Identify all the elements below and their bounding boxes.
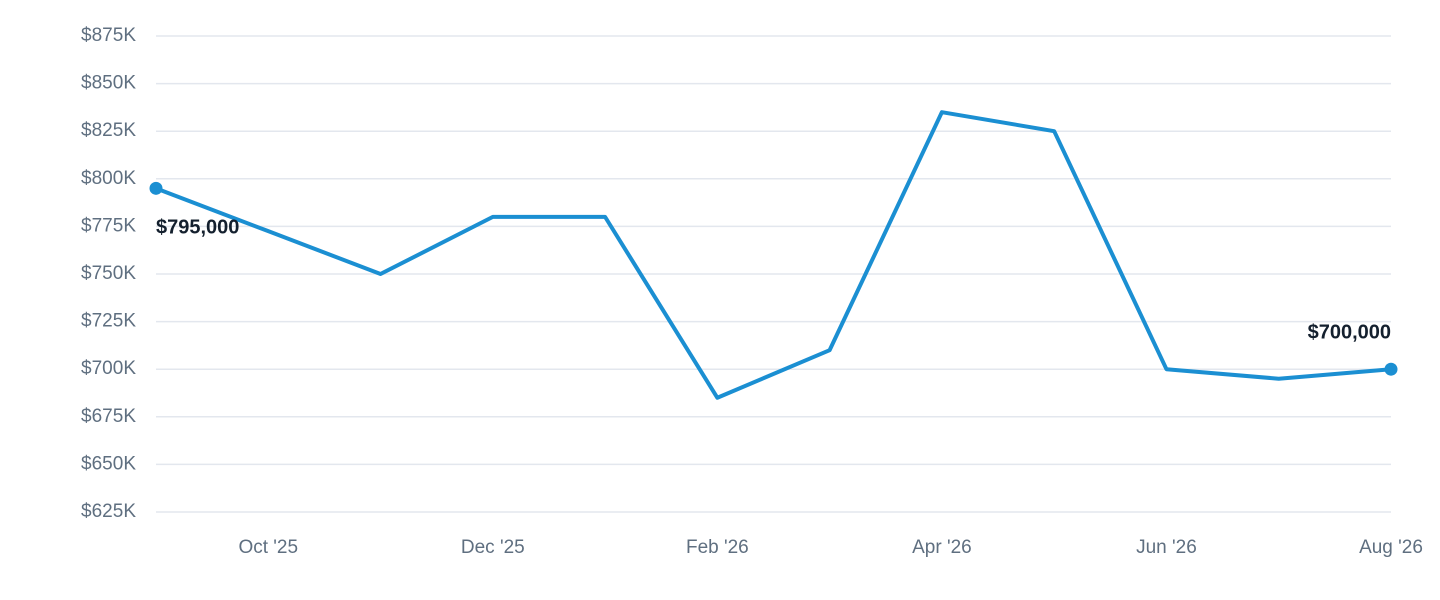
x-tick-label: Aug '26 (1359, 537, 1423, 558)
y-tick-label: $800K (81, 168, 136, 189)
x-tick-label: Jun '26 (1136, 537, 1197, 558)
value-label: $795,000 (156, 217, 239, 239)
x-tick-label: Oct '25 (238, 537, 298, 558)
y-tick-label: $750K (81, 263, 136, 284)
line (155, 110, 1392, 400)
x-tick-label: Feb '26 (686, 537, 749, 558)
y-tick-label: $650K (81, 453, 136, 474)
point (1384, 362, 1398, 376)
y-tick-label: $875K (81, 25, 136, 46)
y-tick-label: $825K (81, 120, 136, 141)
x-tick-label: Dec '25 (461, 537, 525, 558)
point (149, 181, 163, 195)
value-label: $700,000 (1308, 321, 1391, 343)
y-tick-label: $625K (81, 501, 136, 522)
y-tick-label: $725K (81, 311, 136, 332)
y-tick-label: $700K (81, 358, 136, 379)
y-tick-label: $850K (81, 73, 136, 94)
y-tick-label: $675K (81, 406, 136, 427)
x-tick-label: Apr '26 (912, 537, 972, 558)
y-tick-label: $775K (81, 215, 136, 236)
